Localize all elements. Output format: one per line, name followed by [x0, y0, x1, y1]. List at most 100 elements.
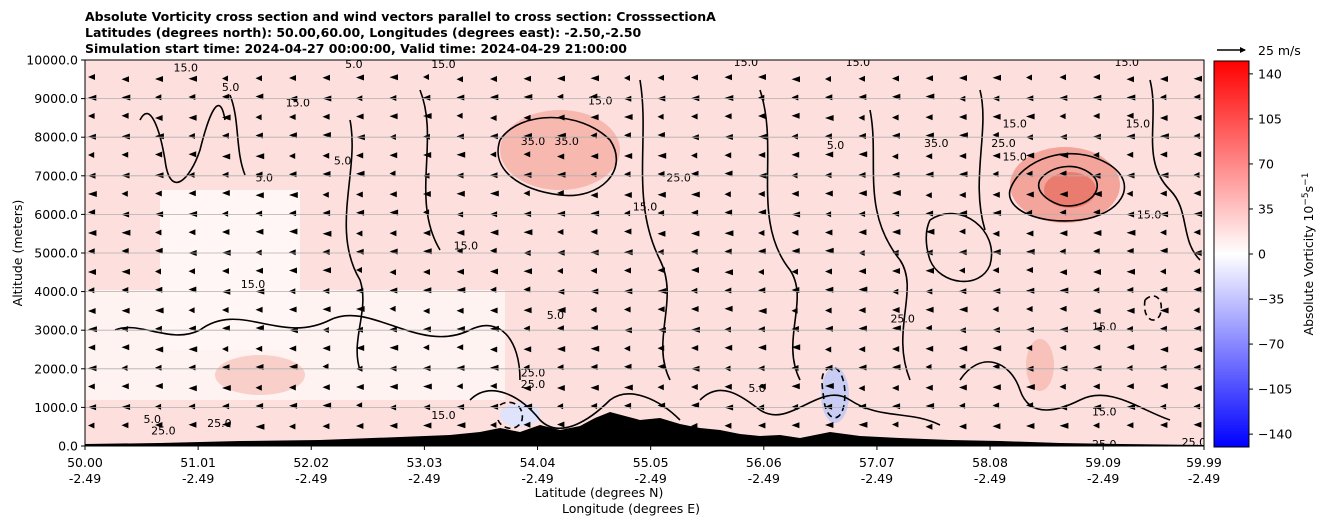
colorbar-tick-label: 35 — [1258, 201, 1274, 216]
wind-vector — [389, 326, 397, 333]
wind-vector — [724, 113, 732, 120]
wind-vector — [590, 93, 598, 100]
y-tick-label: 0.0 — [58, 439, 78, 454]
chart-title-line-3: Simulation start time: 2024-04-27 00:00:… — [85, 41, 627, 56]
wind-vector — [1193, 307, 1200, 314]
negative-contours — [497, 295, 1163, 430]
wind-vector — [423, 74, 429, 80]
y-axis-label: Altitude (meters) — [10, 200, 25, 307]
wind-vector — [825, 403, 833, 410]
wind-vector — [490, 115, 497, 121]
wind-vector — [356, 267, 362, 273]
wind-vector — [557, 114, 565, 121]
x-tick-label-longitude: -2.49 — [521, 471, 553, 486]
wind-vector — [222, 210, 229, 217]
wind-vector — [925, 249, 933, 256]
wind-vector — [624, 153, 633, 159]
wind-vectors — [88, 74, 1203, 430]
wind-vector — [858, 229, 867, 236]
wind-vector — [289, 114, 296, 120]
x-tick-label-latitude: 50.00 — [67, 455, 103, 470]
wind-vector — [188, 172, 195, 178]
wind-vector — [892, 210, 900, 217]
wind-vector — [255, 345, 263, 352]
wind-vector — [456, 248, 463, 254]
contour-label: 25.0 — [666, 172, 691, 185]
wind-vector — [1193, 268, 1200, 275]
wind-vector — [1059, 152, 1069, 159]
wind-vector — [691, 326, 700, 333]
wind-vector — [121, 307, 130, 314]
wind-vector — [691, 306, 699, 312]
wind-vector — [155, 307, 164, 314]
wind-vector — [222, 268, 229, 274]
wind-vector — [691, 345, 699, 351]
contour-label: 15.0 — [846, 56, 871, 69]
wind-vector — [1059, 170, 1067, 177]
wind-vector — [121, 190, 128, 197]
wind-vector — [1126, 133, 1135, 140]
wind-vector — [825, 76, 831, 82]
wind-vector — [1126, 307, 1135, 314]
wind-vector — [858, 346, 866, 353]
wind-vector — [624, 249, 633, 256]
contour-label: 25.0 — [521, 378, 546, 391]
wind-vector — [289, 192, 298, 198]
wind-vector — [490, 307, 498, 314]
wind-vector — [255, 228, 264, 235]
wind-vector — [389, 191, 397, 198]
wind-vector — [490, 403, 499, 410]
wind-vector — [657, 384, 664, 391]
wind-vector — [758, 383, 766, 390]
wind-vector — [1059, 95, 1068, 101]
x-axis-label-longitude: Longitude (degrees E) — [562, 501, 700, 516]
wind-vector — [557, 229, 564, 235]
wind-vector — [959, 132, 968, 139]
wind-vector — [1126, 344, 1135, 351]
wind-vector — [959, 114, 967, 120]
wind-vector — [657, 306, 665, 313]
x-tick-label-longitude: -2.49 — [1087, 471, 1119, 486]
terrain — [85, 412, 1204, 446]
wind-vector — [322, 230, 332, 237]
wind-vector — [1160, 383, 1168, 389]
wind-vector — [624, 267, 631, 274]
wind-vector — [490, 364, 499, 371]
wind-vector — [1193, 286, 1202, 293]
wind-vector — [490, 172, 498, 179]
wind-vector — [88, 152, 95, 158]
wind-vector — [892, 171, 900, 178]
wind-vector — [858, 268, 866, 275]
wind-vector — [322, 345, 331, 352]
wind-vector — [791, 248, 800, 254]
wind-vector — [289, 384, 296, 391]
wind-vector — [121, 344, 130, 351]
wind-vector — [389, 422, 398, 429]
wind-vector — [356, 191, 363, 198]
wind-vector — [1026, 152, 1035, 159]
wind-vector — [456, 133, 464, 140]
contour-label: 15.0 — [734, 56, 759, 69]
wind-vector — [423, 308, 430, 314]
wind-vector — [88, 230, 97, 236]
contour-label: 15.0 — [1114, 56, 1139, 69]
wind-vector — [657, 267, 665, 274]
wind-vector — [959, 363, 966, 370]
wind-vector — [490, 247, 497, 254]
wind-vector — [657, 345, 665, 352]
wind-vector — [590, 325, 598, 331]
wind-vector — [791, 151, 800, 158]
wind-vector — [858, 114, 865, 121]
wind-vector — [959, 306, 968, 313]
wind-vector — [88, 74, 95, 80]
wind-vector — [222, 153, 231, 160]
wind-vector — [791, 365, 799, 371]
wind-vector — [255, 423, 265, 430]
wind-vector — [255, 114, 262, 121]
colorbar-label: Absolute Vorticity 10−5s−1 — [1301, 173, 1316, 336]
contour-label: 15.0 — [1002, 118, 1027, 131]
wind-vector — [1160, 307, 1169, 314]
wind-vector — [155, 268, 161, 275]
wind-vector — [423, 230, 431, 236]
wind-vector — [88, 191, 97, 197]
